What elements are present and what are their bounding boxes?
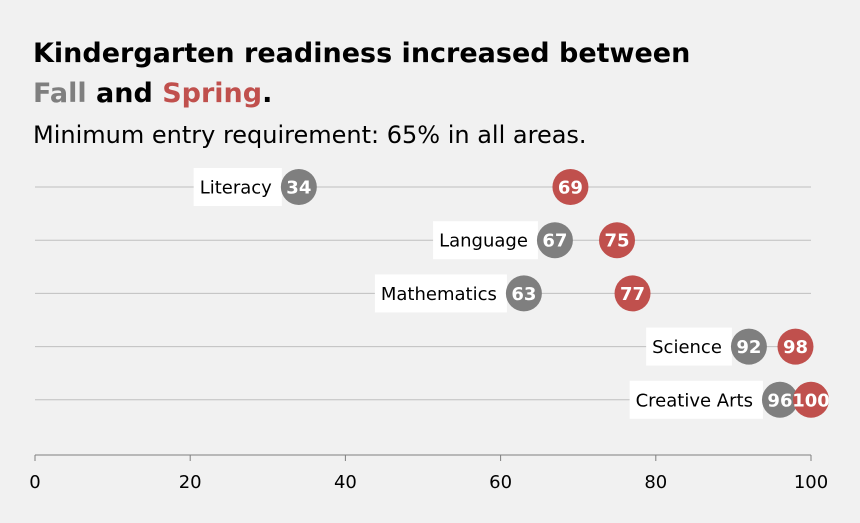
fall-dot-language — [536, 222, 573, 259]
title-fall-word: Fall — [33, 78, 87, 109]
chart-subtitle: Minimum entry requirement: 65% in all ar… — [33, 121, 587, 149]
title-line-1: Kindergarten readiness increased between — [33, 38, 691, 69]
fall-value-label-language: 67 — [542, 231, 567, 252]
fall-dot-literacy — [280, 169, 317, 205]
x-tick-label-80: 80 — [644, 472, 667, 493]
fall-dot-science — [730, 328, 767, 365]
title-and-word: and — [96, 78, 153, 109]
fall-value-label-science: 92 — [736, 337, 761, 358]
spring-dot-mathematics — [614, 275, 651, 312]
category-label-box-science — [646, 327, 732, 366]
category-label-box-language — [433, 221, 538, 260]
x-tick-label-20: 20 — [179, 472, 202, 493]
spring-dot-science — [777, 328, 814, 365]
category-label-creative-arts: Creative Arts — [636, 390, 753, 411]
title-line-2: Fall and Spring. — [33, 74, 690, 114]
category-label-literacy: Literacy — [200, 178, 272, 199]
spring-value-label-science: 98 — [783, 337, 808, 358]
x-tick-label-60: 60 — [489, 472, 512, 493]
category-label-mathematics: Mathematics — [381, 284, 497, 305]
title-period: . — [262, 78, 273, 109]
fall-dot-mathematics — [505, 275, 542, 312]
spring-dot-literacy — [552, 169, 589, 205]
category-label-box-literacy — [193, 168, 282, 206]
fall-value-label-creative-arts: 96 — [767, 390, 792, 411]
title-spring-word: Spring — [162, 78, 263, 109]
x-tick-label-0: 0 — [29, 472, 40, 493]
category-label-box-creative-arts — [629, 380, 763, 419]
fall-value-label-literacy: 34 — [286, 178, 311, 199]
spring-value-label-mathematics: 77 — [620, 284, 645, 305]
x-tick-label-40: 40 — [334, 472, 357, 493]
fall-dot-creative-arts — [761, 381, 798, 418]
spring-dot-language — [599, 222, 635, 259]
category-label-box-mathematics — [374, 274, 507, 313]
spring-value-label-creative-arts: 100 — [792, 390, 830, 411]
category-label-language: Language — [439, 231, 528, 252]
spring-value-label-literacy: 69 — [558, 178, 583, 199]
fall-value-label-mathematics: 63 — [511, 284, 536, 305]
spring-value-label-language: 75 — [604, 231, 629, 252]
spring-dot-creative-arts — [793, 381, 829, 418]
chart-title: Kindergarten readiness increased between… — [33, 34, 690, 114]
x-tick-label-100: 100 — [794, 472, 828, 493]
category-label-science: Science — [652, 337, 722, 358]
